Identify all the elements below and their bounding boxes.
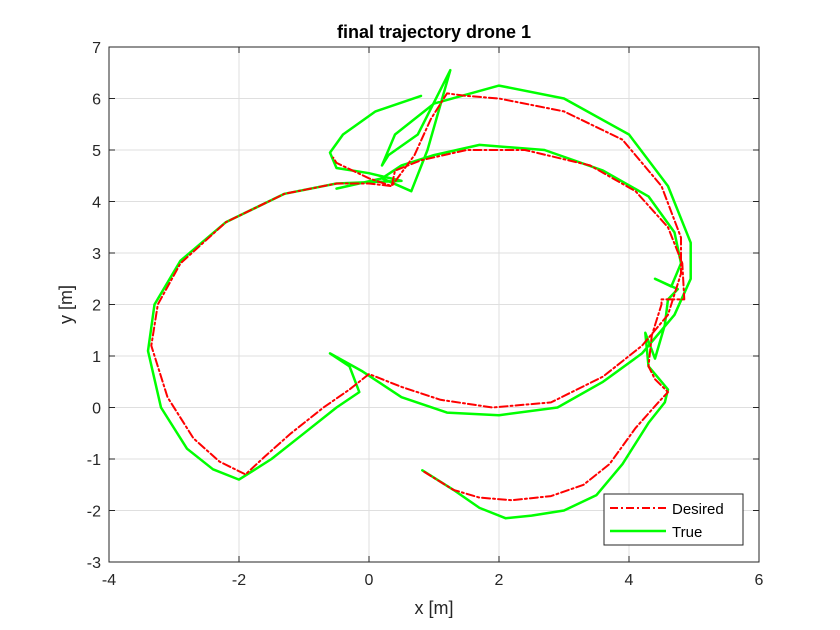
legend-label-true: True <box>672 524 702 541</box>
x-tick-label: -2 <box>232 572 246 589</box>
x-tick-label: 2 <box>495 572 504 589</box>
x-axis-label: x [m] <box>415 598 454 618</box>
y-tick-label: -3 <box>87 555 101 572</box>
x-tick-label: -4 <box>102 572 116 589</box>
y-tick-label: -2 <box>87 504 101 521</box>
series-layer <box>146 68 692 520</box>
x-tick-label: 6 <box>755 572 764 589</box>
series-line-desired <box>150 92 686 502</box>
y-tick-label: 2 <box>92 298 101 315</box>
y-axis-label: y [m] <box>56 285 76 324</box>
y-tick-label: 0 <box>92 401 101 418</box>
y-tick-label: 4 <box>92 195 101 212</box>
x-tick-label: 0 <box>365 572 374 589</box>
legend: Desired True <box>603 493 744 546</box>
series-line-true <box>146 68 692 520</box>
y-tick-label: 6 <box>92 92 101 109</box>
legend-label-desired: Desired <box>672 501 724 518</box>
y-tick-label: 5 <box>92 143 101 160</box>
legend-box <box>603 493 744 546</box>
y-tick-label: 7 <box>92 40 101 57</box>
chart-title: final trajectory drone 1 <box>337 22 531 42</box>
ticks: -4 -2 0 2 4 6 -3 -2 -1 0 1 2 3 4 5 6 7 <box>87 40 764 589</box>
plot-area: -4 -2 0 2 4 6 -3 -2 -1 0 1 2 3 4 5 6 7 <box>87 40 764 589</box>
y-tick-label: 3 <box>92 246 101 263</box>
y-tick-label: -1 <box>87 452 101 469</box>
x-tick-label: 4 <box>625 572 634 589</box>
y-tick-label: 1 <box>92 349 101 366</box>
